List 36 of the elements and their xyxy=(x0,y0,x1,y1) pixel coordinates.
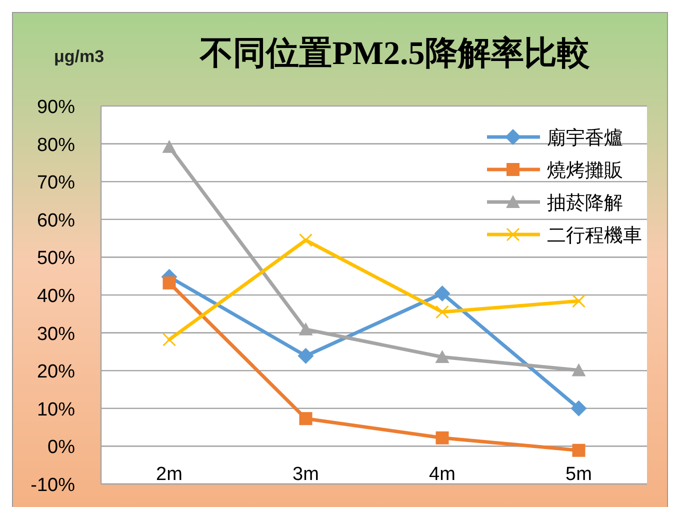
x-tick-label: 2m xyxy=(156,464,182,485)
y-tick-label: 10% xyxy=(36,399,76,420)
point xyxy=(162,332,176,346)
y-tick-label: 70% xyxy=(36,172,76,194)
x-tick-label: 5m xyxy=(566,464,592,485)
y-tick-label: 50% xyxy=(36,248,76,270)
y-axis-title: μg/m3 xyxy=(54,47,104,66)
chart-title: 不同位置PM2.5降解率比較 xyxy=(199,35,590,72)
legend-label: 廟宇香爐 xyxy=(547,127,623,149)
point xyxy=(436,431,449,444)
point xyxy=(572,444,586,457)
legend-label: 燒烤攤販 xyxy=(547,160,623,182)
point xyxy=(298,348,314,364)
y-tick-label: 90% xyxy=(36,97,76,118)
point xyxy=(436,305,449,319)
y-tick-label: -10% xyxy=(30,475,76,496)
y-tick-label: 0% xyxy=(48,437,76,458)
point xyxy=(572,294,586,308)
point xyxy=(299,412,312,426)
point xyxy=(570,400,587,416)
point xyxy=(434,285,450,302)
legend-label: 二行程機車 xyxy=(547,226,642,246)
y-tick-label: 80% xyxy=(36,134,76,156)
point xyxy=(299,233,312,247)
x-tick-label: 4m xyxy=(429,464,456,485)
point xyxy=(435,350,450,363)
point xyxy=(572,363,586,376)
y-tick-label: 60% xyxy=(36,210,76,232)
y-tick-label: 40% xyxy=(36,286,76,307)
y-tick-label: 20% xyxy=(36,362,76,383)
point xyxy=(298,322,313,336)
y-tick-label: 30% xyxy=(36,324,76,345)
x-tick-label: 3m xyxy=(292,464,319,485)
point xyxy=(162,276,176,290)
point xyxy=(162,140,176,153)
legend-label: 抽菸降解 xyxy=(547,193,623,214)
